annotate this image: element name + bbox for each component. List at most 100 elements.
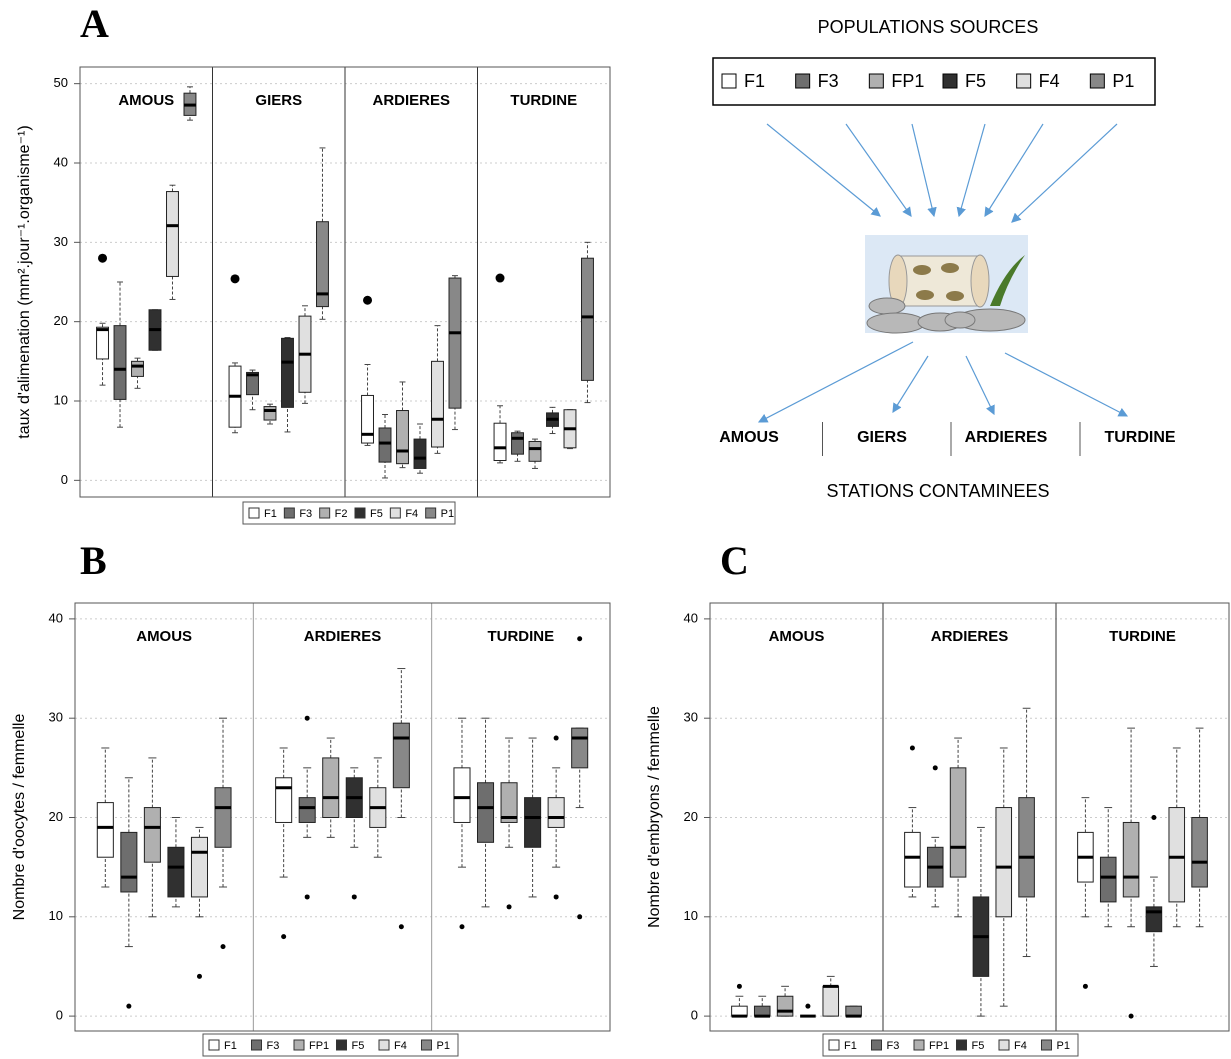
source-swatch bbox=[721, 73, 737, 89]
box bbox=[378, 427, 392, 463]
box bbox=[476, 782, 495, 843]
box bbox=[96, 802, 114, 858]
y-tick-label: 20 bbox=[49, 809, 63, 824]
legend-swatch bbox=[421, 1039, 432, 1051]
box bbox=[281, 337, 294, 408]
box bbox=[166, 191, 179, 277]
y-tick-label: 10 bbox=[54, 392, 68, 407]
legend-swatch bbox=[828, 1039, 840, 1051]
outlier bbox=[495, 273, 505, 283]
legend-label: F5 bbox=[370, 508, 383, 520]
box bbox=[190, 836, 209, 898]
cage-illustration bbox=[865, 235, 1028, 334]
box bbox=[776, 995, 794, 1017]
y-tick-label: 30 bbox=[54, 234, 68, 249]
legend-box bbox=[242, 501, 456, 525]
legend-swatch bbox=[354, 507, 366, 519]
legend-label: F1 bbox=[844, 1040, 857, 1052]
box bbox=[511, 432, 524, 455]
legend-label: F4 bbox=[405, 508, 418, 520]
outlier bbox=[304, 894, 310, 900]
outlier bbox=[805, 1003, 811, 1009]
box bbox=[493, 422, 507, 462]
station-label: TURDINE bbox=[1104, 429, 1175, 446]
legend-swatch bbox=[998, 1039, 1010, 1051]
y-axis-label: Nombre d'embryons / femmelle bbox=[646, 706, 663, 928]
box bbox=[392, 722, 410, 789]
legend-label: F1 bbox=[224, 1040, 237, 1052]
outlier bbox=[506, 904, 512, 910]
outlier bbox=[909, 745, 915, 751]
outlier bbox=[230, 274, 240, 284]
legend-swatch bbox=[389, 507, 401, 519]
y-tick-label: 40 bbox=[684, 610, 698, 625]
box bbox=[581, 257, 594, 381]
outlier bbox=[932, 765, 938, 771]
legend-swatch bbox=[293, 1039, 305, 1051]
source-label: FP1 bbox=[891, 71, 924, 91]
outlier bbox=[459, 924, 465, 930]
box bbox=[453, 767, 471, 823]
source-swatch bbox=[1089, 73, 1105, 89]
box bbox=[214, 787, 232, 848]
outlier bbox=[577, 636, 583, 642]
box bbox=[275, 777, 293, 823]
legend-swatch bbox=[913, 1039, 925, 1051]
outlier bbox=[1128, 1013, 1134, 1019]
outlier bbox=[351, 894, 357, 900]
box bbox=[413, 438, 427, 469]
y-tick-label: 40 bbox=[54, 154, 68, 169]
box bbox=[528, 440, 542, 462]
legend-swatch bbox=[208, 1039, 220, 1051]
arrows bbox=[757, 123, 1129, 423]
box bbox=[298, 797, 316, 823]
legend-swatch bbox=[283, 507, 295, 519]
panel-label: C bbox=[720, 538, 749, 583]
plot-frame bbox=[79, 66, 611, 498]
legend-swatch bbox=[871, 1039, 882, 1051]
y-axis-label: Nombre d'oocytes / femmelle bbox=[11, 714, 28, 921]
box bbox=[1099, 856, 1117, 903]
legend-label: F1 bbox=[264, 508, 277, 520]
outlier bbox=[304, 715, 310, 721]
box bbox=[1191, 816, 1208, 888]
outlier bbox=[553, 894, 559, 900]
outlier bbox=[126, 1003, 132, 1009]
y-axis-label: taux d'alimenation (mm².jour⁻¹.organisme… bbox=[16, 125, 33, 438]
source-legend: F1 F3 FP1 F5 F4 P1 bbox=[721, 71, 1134, 91]
legend-label: FP1 bbox=[309, 1040, 329, 1052]
box bbox=[316, 221, 329, 308]
legend-swatch bbox=[956, 1039, 967, 1051]
y-tick-label: 0 bbox=[61, 472, 68, 487]
legend-label: P1 bbox=[441, 508, 454, 520]
legend-label: F4 bbox=[394, 1040, 407, 1052]
y-tick-label: 40 bbox=[49, 610, 63, 625]
y-tick-label: 30 bbox=[684, 710, 698, 725]
stations: AMOUS GIERS ARDIERES TURDINE bbox=[719, 422, 1176, 456]
box bbox=[1122, 821, 1140, 898]
source-label: F3 bbox=[818, 71, 839, 91]
legend-label: F5 bbox=[352, 1040, 365, 1052]
source-swatch bbox=[942, 73, 958, 89]
box bbox=[949, 767, 967, 878]
source-label: F5 bbox=[965, 71, 986, 91]
box bbox=[524, 797, 542, 848]
outlier bbox=[220, 944, 226, 950]
group-label: ARDIERES bbox=[372, 92, 450, 109]
chart: B Nombre d'oocytes / femmelle 0 10 20 30 40 AMO… bbox=[11, 538, 611, 1057]
outlier bbox=[281, 934, 287, 940]
group-label: TURDINE bbox=[1109, 628, 1176, 645]
box bbox=[500, 782, 518, 823]
box bbox=[822, 985, 840, 1017]
y-tick-label: 30 bbox=[49, 710, 63, 725]
box bbox=[361, 394, 374, 444]
group-label: AMOUS bbox=[769, 628, 825, 645]
box bbox=[322, 757, 340, 818]
legend-label: F3 bbox=[299, 508, 312, 520]
legend-label: F5 bbox=[972, 1040, 985, 1052]
box bbox=[96, 326, 109, 360]
legend-label: FP1 bbox=[929, 1040, 949, 1052]
legend-swatch bbox=[1041, 1039, 1052, 1051]
box bbox=[113, 325, 127, 400]
